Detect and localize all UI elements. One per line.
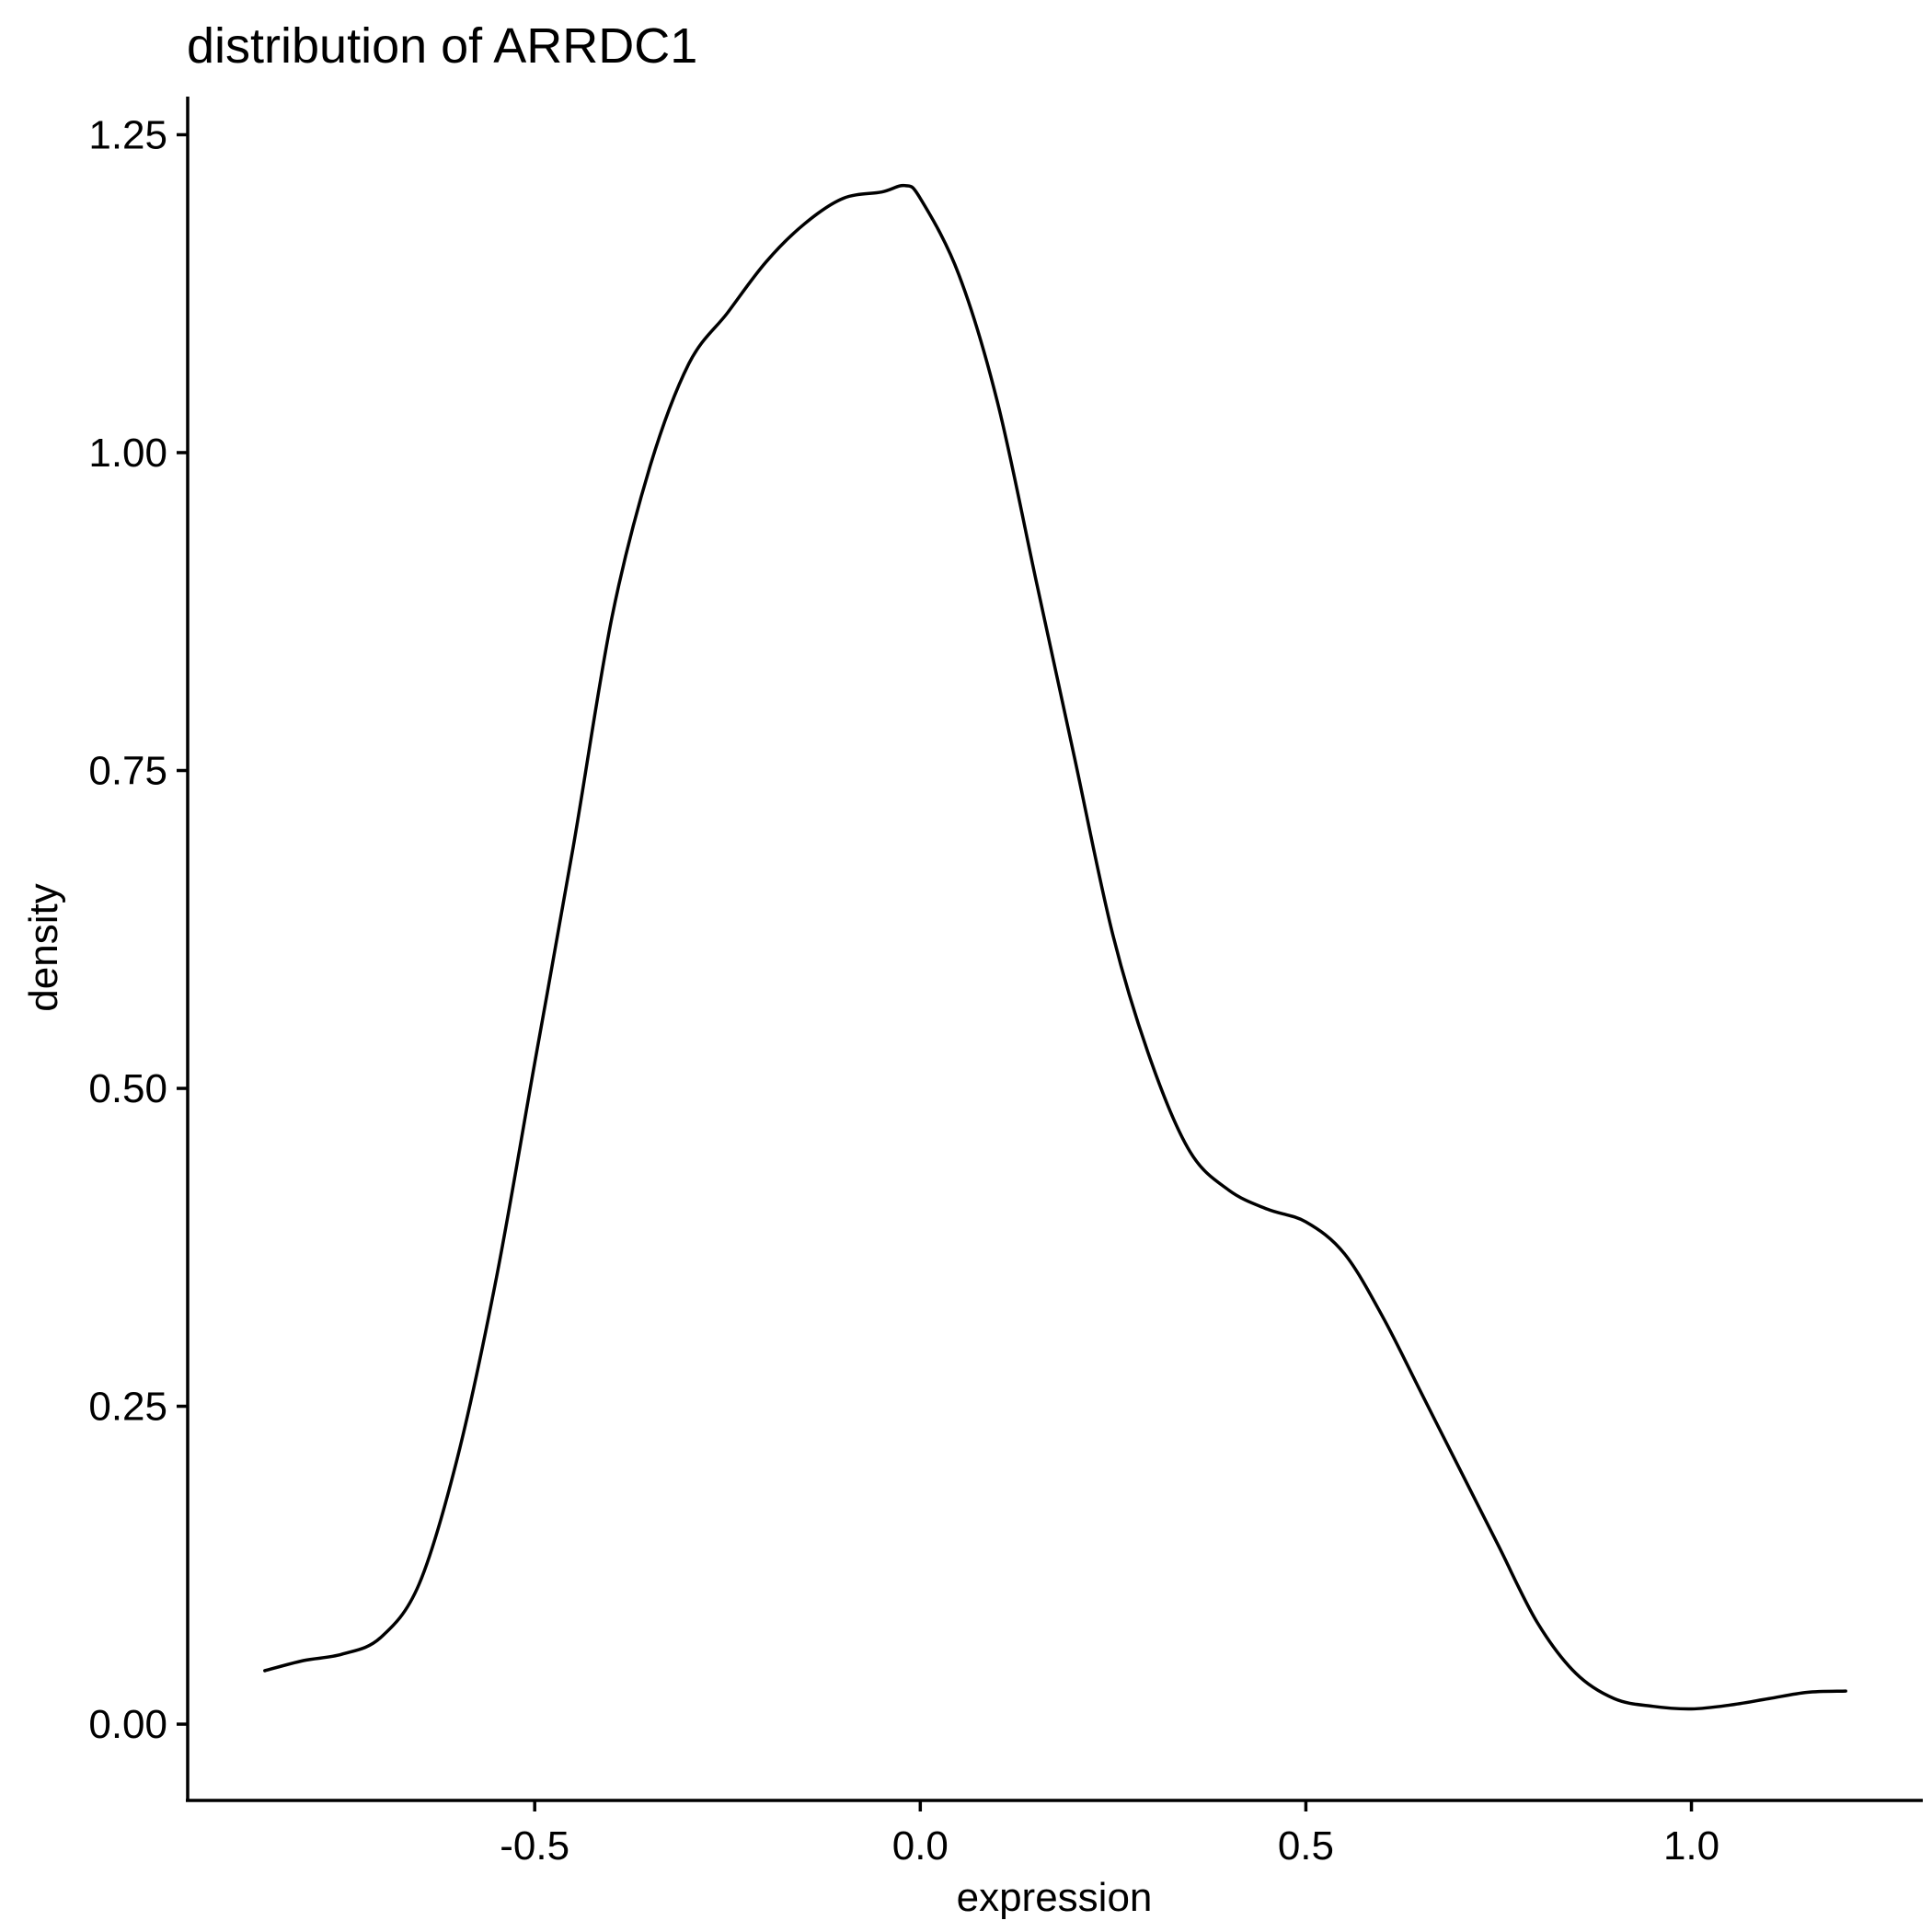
x-tick-label: -0.5 <box>500 1823 569 1869</box>
x-tick-label: 0.0 <box>892 1823 949 1869</box>
x-axis-ticks: -0.5 0.0 0.5 1.0 <box>500 1800 1719 1869</box>
y-tick-label: 0.25 <box>88 1385 167 1430</box>
y-tick-label: 0.00 <box>88 1702 167 1747</box>
y-tick-label: 0.50 <box>88 1066 167 1111</box>
y-axis-title: density <box>21 883 66 1011</box>
y-tick-label: 0.75 <box>88 749 167 794</box>
x-tick-label: 0.5 <box>1278 1823 1334 1869</box>
x-tick-label: 1.0 <box>1663 1823 1719 1869</box>
density-curve <box>263 183 1847 1711</box>
y-tick-label: 1.00 <box>88 431 167 476</box>
x-axis-title: expression <box>957 1875 1153 1920</box>
y-tick-label: 1.25 <box>88 112 167 157</box>
y-axis-ticks: 0.00 0.25 0.50 0.75 1.00 1.25 <box>88 112 188 1747</box>
chart-title: distribution of ARRDC1 <box>187 18 697 74</box>
